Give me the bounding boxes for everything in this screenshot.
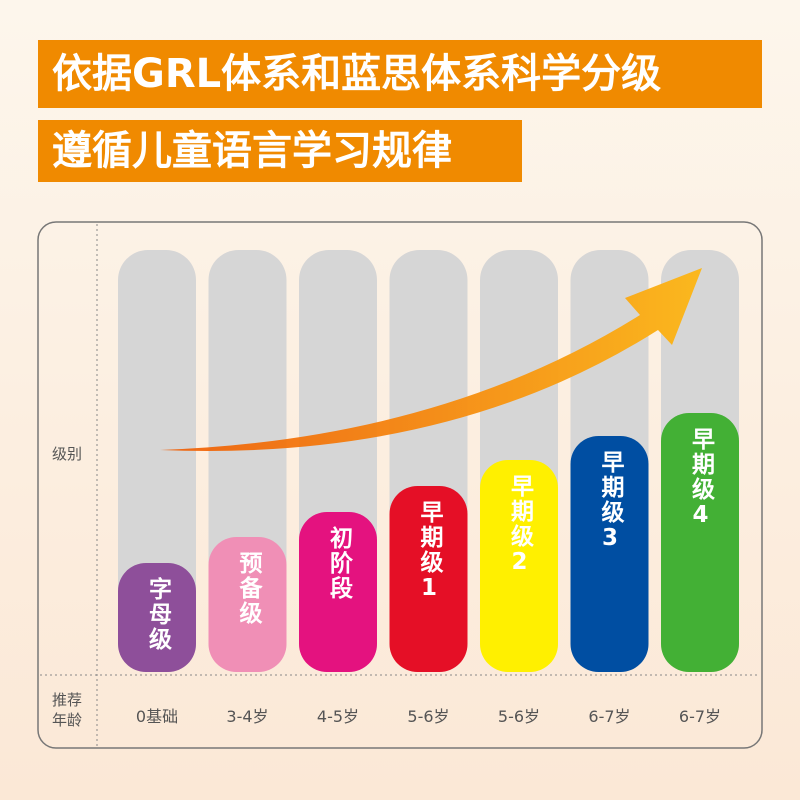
level-label: 预备级	[235, 551, 261, 626]
level-bar	[389, 486, 468, 672]
frame	[37, 221, 763, 749]
level-label: 早期级4	[687, 427, 714, 530]
level-label: 早期级1	[416, 500, 442, 603]
level-bar	[118, 563, 196, 672]
level-bar	[661, 413, 739, 672]
level-bar	[480, 460, 558, 672]
level-label: 字母级	[144, 577, 171, 652]
level-label: 早期级3	[597, 450, 623, 553]
age-label: 3-4岁	[226, 707, 269, 726]
header-line-1: 依据GRL体系和蓝思体系科学分级	[38, 40, 762, 108]
age-label: 5-6岁	[497, 707, 541, 726]
axis-label: 推荐年龄	[51, 691, 82, 729]
level-bar	[299, 512, 377, 672]
age-label: 4-5岁	[316, 707, 360, 726]
level-bar	[570, 436, 649, 672]
level-bar	[208, 537, 287, 672]
axis-label: 级别	[51, 445, 82, 463]
header-line-2: 遵循儿童语言学习规律	[38, 120, 522, 182]
trend-arrow	[160, 268, 702, 451]
level-label: 初阶段	[325, 526, 352, 601]
level-label: 早期级2	[506, 474, 533, 577]
age-label: 0基础	[135, 707, 179, 726]
age-label: 5-6岁	[407, 707, 450, 726]
age-label: 6-7岁	[678, 707, 722, 726]
age-label: 6-7岁	[588, 707, 631, 726]
